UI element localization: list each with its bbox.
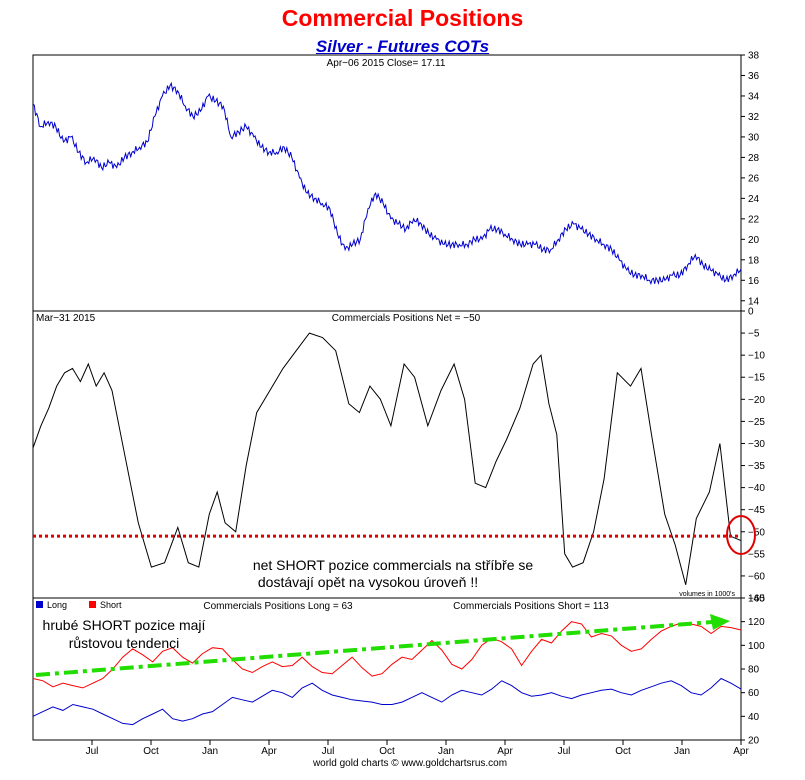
net-y-tick-label: −15: [748, 373, 765, 384]
price-y-tick-label: 38: [748, 51, 760, 62]
net-y-tick-label: −40: [748, 483, 765, 494]
x-tick-label: Jul: [322, 746, 335, 757]
ls-y-tick-label: 120: [748, 617, 765, 628]
price-header-text: Apr−06 2015 Close= 17.11: [327, 58, 446, 69]
legend-short-swatch: [89, 601, 96, 608]
long-short-y-axis: 20 40 60 80 100 120 140: [741, 594, 765, 747]
net-y-tick-label: −20: [748, 395, 765, 406]
price-y-tick-label: 32: [748, 112, 760, 123]
price-y-tick-label: 22: [748, 214, 760, 225]
price-y-tick-label: 26: [748, 173, 760, 184]
long-header-text: Commercials Positions Long = 63: [203, 601, 353, 612]
net-note-line1: net SHORT pozice commercials na stříbře …: [253, 557, 534, 573]
price-y-tick-label: 34: [748, 91, 760, 102]
ls-y-tick-label: 60: [748, 688, 760, 699]
net-y-tick-label: −35: [748, 461, 765, 472]
price-y-tick-label: 20: [748, 235, 760, 246]
legend-long-swatch: [36, 601, 43, 608]
net-panel-frame: [33, 311, 741, 598]
short-header-text: Commercials Positions Short = 113: [453, 601, 609, 612]
net-y-tick-label: −60: [748, 571, 765, 582]
ls-y-tick-label: 100: [748, 641, 765, 652]
price-series-line: [33, 83, 741, 283]
x-tick-label: Apr: [497, 746, 513, 757]
price-y-tick-label: 36: [748, 71, 760, 82]
net-header-date: Mar−31 2015: [36, 313, 96, 324]
short-note-line2: růstovou tendenci: [69, 635, 180, 651]
net-header-text: Commercials Positions Net = −50: [332, 313, 481, 324]
net-note-line2: dostávají opět na vysokou úroveň !!: [258, 574, 478, 590]
x-tick-label: Jul: [558, 746, 571, 757]
chart-canvas: 14161820222426283032343638 0−5−10−15−20−…: [0, 0, 805, 780]
price-y-tick-label: 30: [748, 132, 760, 143]
net-y-tick-label: −50: [748, 527, 765, 538]
price-y-tick-label: 16: [748, 276, 760, 287]
x-tick-label: Oct: [615, 746, 631, 757]
net-y-tick-label: −25: [748, 417, 765, 428]
legend-short-label: Short: [100, 600, 122, 610]
volumes-note: volumes in 1000's: [679, 591, 735, 598]
ls-y-tick-label: 20: [748, 736, 760, 747]
net-y-tick-label: −5: [748, 329, 760, 340]
time-x-axis: Jul Oct Jan Apr Jul Oct Jan Apr Jul Oct Jan Apr: [86, 740, 750, 757]
net-y-tick-label: −30: [748, 439, 765, 450]
x-tick-label: Apr: [261, 746, 277, 757]
price-y-tick-label: 28: [748, 153, 760, 164]
net-y-tick-label: −10: [748, 351, 765, 362]
x-tick-label: Oct: [379, 746, 395, 757]
net-y-tick-label: −45: [748, 505, 765, 516]
price-y-tick-label: 18: [748, 255, 760, 266]
x-tick-label: Jan: [202, 746, 218, 757]
legend-long-label: Long: [47, 600, 67, 610]
net-y-tick-label: −55: [748, 549, 765, 560]
x-tick-label: Apr: [733, 746, 749, 757]
long-series-line: [33, 679, 741, 725]
ls-y-tick-label: 80: [748, 665, 760, 676]
price-y-tick-label: 24: [748, 194, 760, 205]
x-tick-label: Jul: [86, 746, 99, 757]
net-y-axis: 0−5−10−15−20−25−30−35−40−45−50−55−60−65: [741, 307, 765, 605]
price-panel-frame: [33, 55, 741, 311]
net-series-line: [33, 333, 741, 585]
x-tick-label: Oct: [143, 746, 159, 757]
x-tick-label: Jan: [674, 746, 690, 757]
net-y-tick-label: 0: [748, 307, 754, 318]
x-tick-label: Jan: [438, 746, 454, 757]
ls-y-tick-label: 40: [748, 712, 760, 723]
short-note-line1: hrubé SHORT pozice mají: [43, 617, 206, 633]
ls-y-tick-label: 140: [748, 594, 765, 605]
footer-credit: world gold charts © www.goldchartsrus.co…: [312, 758, 507, 769]
